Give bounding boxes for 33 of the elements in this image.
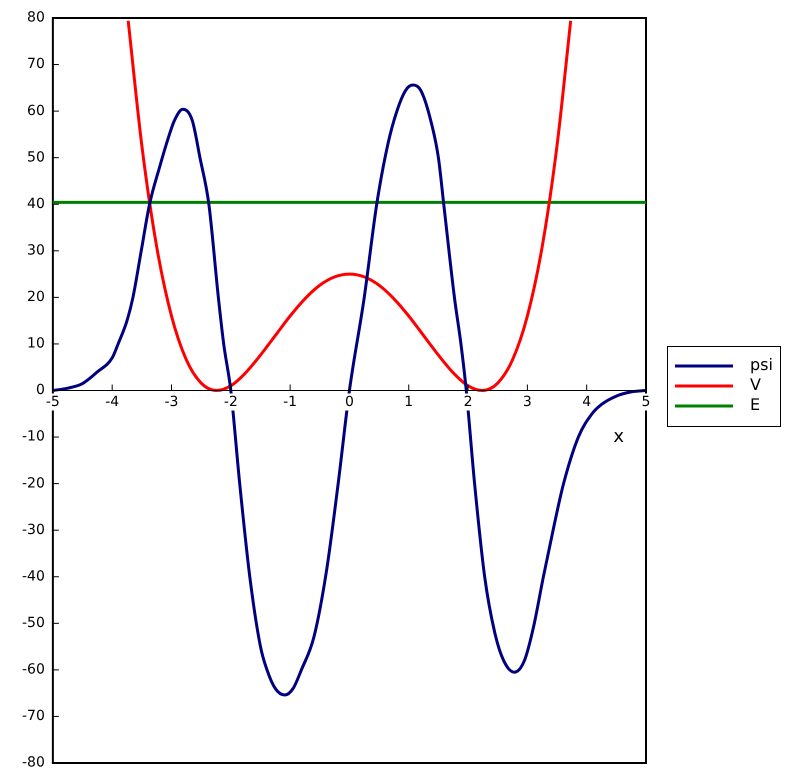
y-tick-label: -80 xyxy=(22,754,45,771)
legend-label: V xyxy=(750,375,761,394)
x-tick-label: 3 xyxy=(522,394,532,410)
y-tick-label: -10 xyxy=(22,428,45,445)
y-tick-label: 60 xyxy=(27,102,45,119)
y-tick-label: 0 xyxy=(36,382,45,398)
y-tick-label: -60 xyxy=(22,662,45,678)
y-tick-label: 40 xyxy=(27,196,45,212)
y-tick-label: -70 xyxy=(22,708,45,724)
y-tick-label: -20 xyxy=(22,475,45,492)
y-tick-label: 20 xyxy=(27,289,45,306)
y-tick-label: 50 xyxy=(27,149,45,166)
x-tick-label: 2 xyxy=(464,394,473,410)
legend-label: E xyxy=(750,395,760,414)
y-tick-label: 10 xyxy=(27,336,45,352)
x-tick-label: 5 xyxy=(642,394,650,410)
x-tick-label: -5 xyxy=(46,394,60,410)
y-tick-label: -40 xyxy=(22,568,45,584)
y-tick-label: -30 xyxy=(22,522,45,538)
x-tick-label: -3 xyxy=(164,394,178,410)
x-axis-title: x xyxy=(613,426,624,448)
x-tick-label: 0 xyxy=(344,394,354,410)
y-tick-label: 70 xyxy=(27,56,45,72)
x-tick-label: -4 xyxy=(105,394,120,410)
x-tick-label: 1 xyxy=(404,394,414,410)
line-series xyxy=(126,19,572,392)
y-tick-label: 30 xyxy=(27,242,45,258)
legend-label: psi xyxy=(750,355,773,374)
x-tick-label: 4 xyxy=(582,394,592,410)
y-tick-label: -50 xyxy=(22,614,45,631)
x-tick-label: -2 xyxy=(224,394,238,410)
x-tick-label: -1 xyxy=(283,394,298,410)
y-tick-label: 80 xyxy=(27,10,45,26)
